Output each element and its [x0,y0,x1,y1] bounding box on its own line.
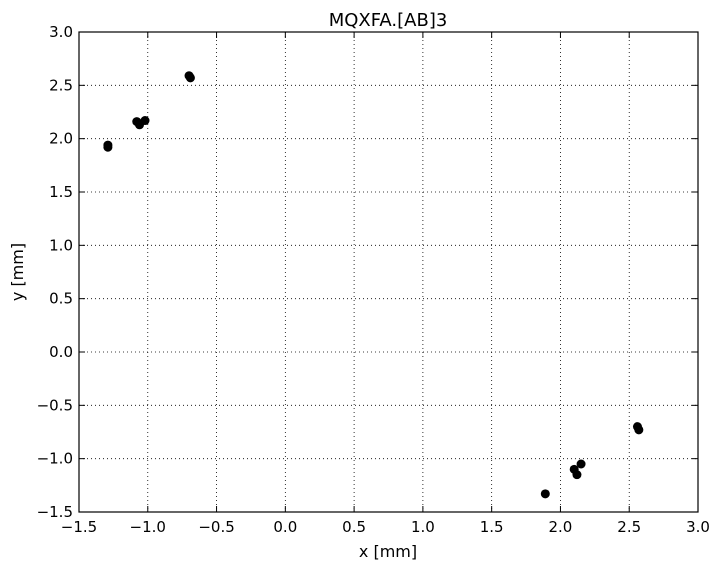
data-point [572,470,582,480]
x-tick-label: 2.0 [549,518,573,536]
x-tick-label: −0.5 [198,518,234,536]
y-tick-label: 2.0 [49,130,73,148]
data-points [103,71,644,499]
y-tick-label: 1.5 [49,183,73,201]
x-tick-label: 2.5 [617,518,641,536]
y-tick-label: 0.0 [49,343,73,361]
axis-ticks [78,31,699,513]
grid-lines [79,32,698,512]
y-tick-labels: −1.5 −1.0 −0.5 0.0 0.5 1.0 1.5 2.0 2.5 3.0 [37,23,73,521]
data-point [140,116,150,126]
x-tick-label: 1.0 [411,518,435,536]
chart-title: MQXFA.[AB]3 [329,10,448,31]
y-tick-label: −0.5 [37,396,73,414]
y-tick-label: 0.5 [49,290,73,308]
data-point [103,140,113,150]
data-point [540,489,550,499]
x-tick-label: 1.5 [480,518,504,536]
x-tick-label: 0.0 [273,518,297,536]
y-tick-label: 3.0 [49,23,73,41]
plot-frame [78,31,699,513]
x-axis-label: x [mm] [359,542,417,561]
x-tick-label: −1.5 [61,518,97,536]
y-tick-label: −1.5 [37,503,73,521]
y-tick-label: 2.5 [49,76,73,94]
x-tick-label: −1.0 [130,518,166,536]
x-tick-labels: −1.5 −1.0 −0.5 0.0 0.5 1.0 1.5 2.0 2.5 3.0 [61,518,710,536]
y-axis-label: y [mm] [8,243,27,301]
data-point [185,73,195,83]
y-tick-label: −1.0 [37,450,73,468]
data-point [634,425,644,435]
x-tick-label: 3.0 [686,518,710,536]
y-tick-label: 1.0 [49,236,73,254]
x-tick-label: 0.5 [342,518,366,536]
data-point [576,459,586,469]
